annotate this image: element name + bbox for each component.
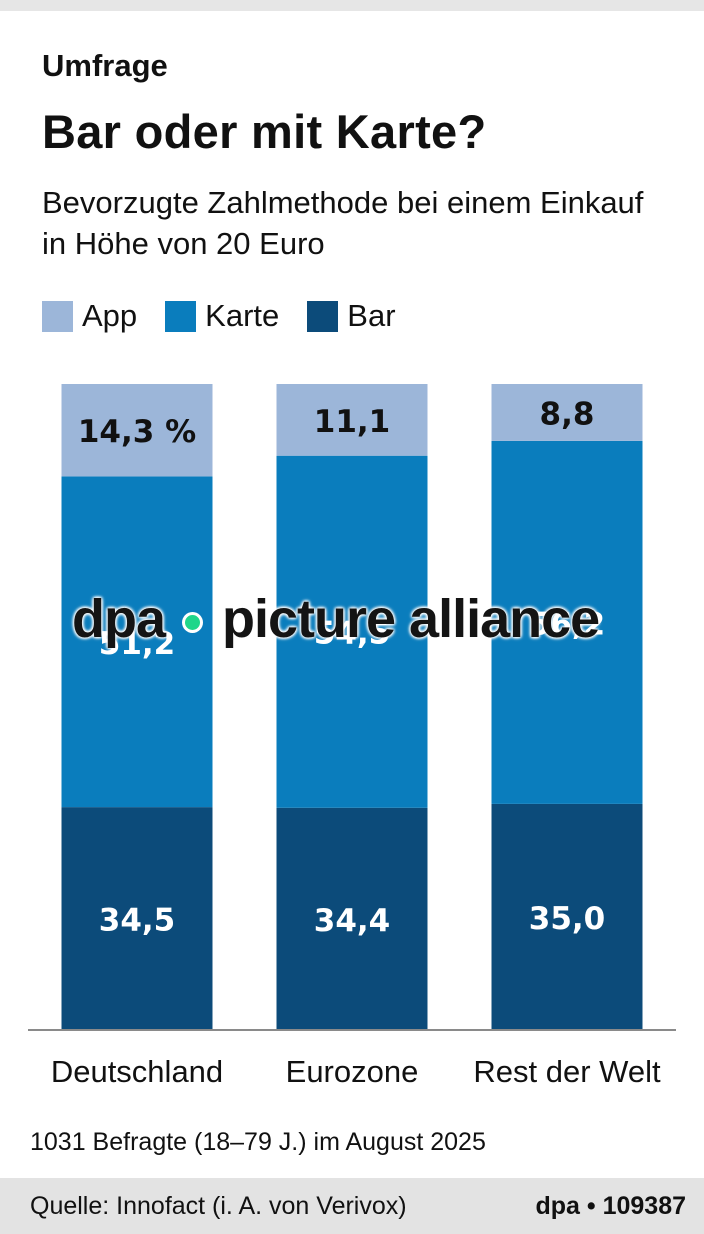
data-label-bar-rest-der-welt: 35,0 <box>529 901 606 937</box>
legend-swatch-karte <box>165 300 197 332</box>
legend-label-app: App <box>82 298 138 333</box>
bar-segment-app-rest-der-welt <box>491 384 643 441</box>
category-label-deutschland: Deutschland <box>51 1054 223 1089</box>
bar-segment-karte-deutschland <box>61 476 213 808</box>
watermark-dpa: dpa <box>72 589 166 649</box>
bar-segment-bar-rest-der-welt <box>491 803 643 1030</box>
bar-segment-bar-eurozone <box>276 807 428 1030</box>
legend-label-karte: Karte <box>205 298 280 333</box>
data-label-app-rest-der-welt: 8,8 <box>540 396 595 432</box>
bar-segment-karte-rest-der-welt <box>491 440 643 804</box>
chart-title: Bar oder mit Karte? <box>42 105 487 158</box>
data-label-karte-rest-der-welt: 56,2 <box>529 606 606 642</box>
legend-item-bar: Bar <box>307 298 396 334</box>
bar-segment-karte-eurozone <box>276 455 428 808</box>
watermark-picture-alliance: picture alliance <box>222 589 600 649</box>
legend-item-karte: Karte <box>165 298 279 334</box>
data-label-app-deutschland: 14,3 % <box>78 414 196 450</box>
watermark: dpa picture alliance <box>72 588 600 650</box>
watermark-dot-icon <box>185 615 201 631</box>
data-label-bar-deutschland: 34,5 <box>99 903 176 939</box>
data-label-karte-eurozone: 54,5 <box>314 616 391 652</box>
bar-segment-bar-deutschland <box>61 807 213 1030</box>
source-text: Quelle: Innofact (i. A. von Verivox) <box>30 1191 407 1220</box>
chart-subtitle: Bevorzugte Zahlmethode bei einem Einkauf… <box>42 185 644 261</box>
footer: Quelle: Innofact (i. A. von Verivox) dpa… <box>0 1178 704 1234</box>
bar-segment-app-eurozone <box>276 384 428 456</box>
legend-swatch-bar <box>307 300 339 332</box>
agency-id: dpa • 109387 <box>535 1191 686 1220</box>
bar-segment-app-deutschland <box>61 384 213 477</box>
category-label-eurozone: Eurozone <box>286 1054 419 1089</box>
legend-label-bar: Bar <box>347 298 396 333</box>
legend-item-app: App <box>42 298 137 334</box>
survey-note: 1031 Befragte (18–79 J.) im August 2025 <box>30 1128 486 1156</box>
legend: App Karte Bar <box>42 298 424 334</box>
data-label-karte-deutschland: 51,2 <box>99 626 176 662</box>
category-label-rest-der-welt: Rest der Welt <box>473 1054 661 1089</box>
kicker: Umfrage <box>42 48 168 83</box>
stacked-bar-chart: 34,5 51,2 14,3 % Deutschland 34,4 54,5 11,1 Eur… <box>28 384 676 1089</box>
data-label-app-eurozone: 11,1 <box>314 404 391 440</box>
data-label-bar-eurozone: 34,4 <box>314 903 391 939</box>
legend-swatch-app <box>42 300 73 332</box>
top-strip <box>0 0 704 11</box>
